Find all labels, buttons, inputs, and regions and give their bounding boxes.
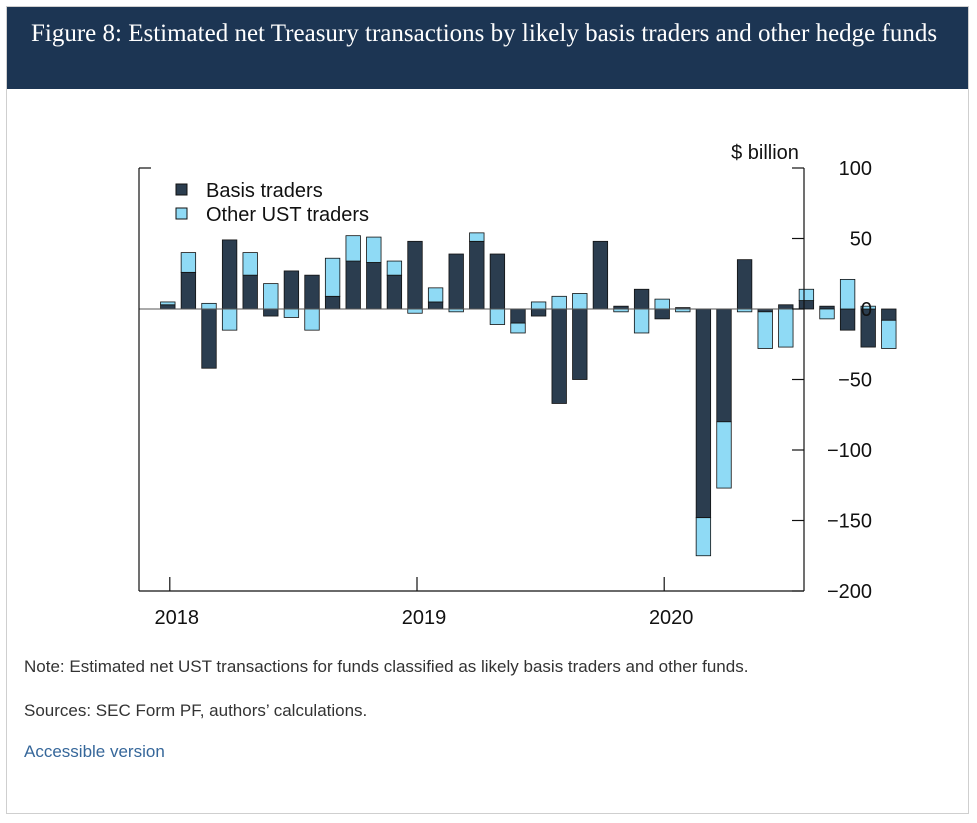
bar-basis-traders <box>304 274 320 310</box>
bar-basis-traders <box>633 288 650 310</box>
bar-other-ust-traders <box>160 301 176 306</box>
bar-other-ust-traders <box>283 308 300 318</box>
bar-basis-traders <box>448 253 464 310</box>
bar-other-ust-traders <box>572 293 588 310</box>
legend-label-other: Other UST traders <box>206 204 369 226</box>
bar-basis-traders <box>160 304 176 310</box>
bar-other-ust-traders <box>798 288 815 301</box>
bar-basis-traders <box>510 308 526 324</box>
bar-basis-traders <box>819 305 835 310</box>
bar-other-ust-traders <box>304 308 320 331</box>
bar-basis-traders <box>221 239 238 310</box>
bar-other-ust-traders <box>345 235 361 262</box>
bar-basis-traders <box>592 240 609 310</box>
bar-basis-traders <box>736 259 753 310</box>
bar-basis-traders <box>654 308 670 320</box>
bar-other-ust-traders <box>633 308 650 334</box>
bar-other-ust-traders <box>716 421 732 489</box>
bar-other-ust-traders <box>407 308 423 314</box>
bar-basis-traders <box>283 270 300 310</box>
y-tick-label: −200 <box>827 581 872 603</box>
accessible-version-link[interactable]: Accessible version <box>24 742 165 761</box>
bar-other-ust-traders <box>819 308 835 320</box>
y-tick-label: −100 <box>827 440 872 462</box>
bar-basis-traders <box>469 240 485 310</box>
x-axis: 2018 2019 2020 <box>155 577 694 629</box>
bar-other-ust-traders <box>778 308 794 348</box>
x-tick-label: 2018 <box>155 607 200 629</box>
y-tick-label: 50 <box>850 229 872 251</box>
bar-other-ust-traders <box>654 298 670 310</box>
x-tick-label: 2020 <box>649 607 694 629</box>
bar-basis-traders <box>324 295 341 310</box>
bar-basis-traders <box>778 304 794 310</box>
figure-title: Figure 8: Estimated net Treasury transac… <box>31 20 938 47</box>
y-tick-label: 0 <box>861 299 872 321</box>
bar-other-ust-traders <box>263 283 279 310</box>
bar-other-ust-traders <box>530 301 547 310</box>
bar-other-ust-traders <box>242 252 258 276</box>
bar-basis-traders <box>716 308 732 423</box>
y-axis: 100 50 0 −50 −100 −150 −200 <box>792 158 872 603</box>
bar-basis-traders <box>427 301 444 310</box>
bar-other-ust-traders <box>469 232 485 242</box>
bar-other-ust-traders <box>839 278 856 310</box>
bar-basis-traders <box>530 308 547 317</box>
y-tick-label: −150 <box>827 511 872 533</box>
bar-basis-traders <box>551 308 567 404</box>
y-axis-label: $ billion <box>731 142 799 164</box>
bar-other-ust-traders <box>386 260 403 276</box>
bar-other-ust-traders <box>221 308 238 331</box>
legend-swatch-other <box>175 207 188 220</box>
bar-basis-traders <box>798 300 815 310</box>
legend-swatch-basis <box>175 183 188 196</box>
bar-other-ust-traders <box>180 252 197 273</box>
bar-basis-traders <box>572 308 588 380</box>
bar-basis-traders <box>345 260 361 310</box>
x-tick-label: 2019 <box>402 607 447 629</box>
bar-basis-traders <box>201 308 217 369</box>
bar-basis-traders <box>242 274 258 310</box>
figure-header: Figure 8: Estimated net Treasury transac… <box>7 7 968 89</box>
bar-basis-traders <box>180 271 197 310</box>
bar-other-ust-traders <box>695 517 712 557</box>
bar-other-ust-traders <box>366 236 382 263</box>
bar-other-ust-traders <box>489 308 506 325</box>
y-tick-label: 100 <box>839 158 872 180</box>
bar-basis-traders <box>407 240 423 310</box>
bar-other-ust-traders <box>510 322 526 334</box>
y-tick-label: −50 <box>838 370 872 392</box>
bar-basis-traders <box>695 308 712 519</box>
sources-text: Sources: SEC Form PF, authors’ calculati… <box>24 701 368 720</box>
bar-other-ust-traders <box>324 257 341 297</box>
bar-other-ust-traders <box>551 295 567 310</box>
bar-basis-traders <box>881 308 897 321</box>
figure-card: Figure 8: Estimated net Treasury transac… <box>6 6 969 814</box>
bar-basis-traders <box>839 308 856 331</box>
bar-basis-traders <box>366 262 382 310</box>
legend: Basis traders Other UST traders <box>175 180 369 226</box>
bar-basis-traders <box>489 253 506 310</box>
bar-chart: 100 50 0 −50 −100 −150 −200 2018 2019 2020 $ bil… <box>138 142 897 629</box>
note-text: Note: Estimated net UST transactions for… <box>24 657 749 676</box>
bar-group <box>160 232 897 557</box>
bar-other-ust-traders <box>860 305 876 310</box>
bar-other-ust-traders <box>881 319 897 349</box>
bar-other-ust-traders <box>757 311 773 349</box>
bar-other-ust-traders <box>201 302 217 310</box>
bar-basis-traders <box>386 274 403 310</box>
legend-label-basis: Basis traders <box>206 180 323 202</box>
bar-basis-traders <box>263 308 279 317</box>
bar-other-ust-traders <box>427 287 444 303</box>
